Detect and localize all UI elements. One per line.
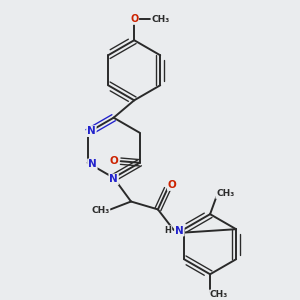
Text: CH₃: CH₃	[210, 290, 228, 299]
Text: O: O	[130, 14, 138, 24]
Text: CH₃: CH₃	[91, 206, 110, 215]
Text: O: O	[168, 180, 176, 190]
Text: H: H	[165, 226, 172, 235]
Text: N: N	[88, 159, 97, 170]
Text: O: O	[109, 156, 118, 166]
Text: CH₃: CH₃	[151, 14, 169, 23]
Text: CH₃: CH₃	[216, 189, 234, 198]
Text: N: N	[109, 174, 118, 184]
Text: N: N	[87, 126, 96, 136]
Text: N: N	[175, 226, 184, 236]
